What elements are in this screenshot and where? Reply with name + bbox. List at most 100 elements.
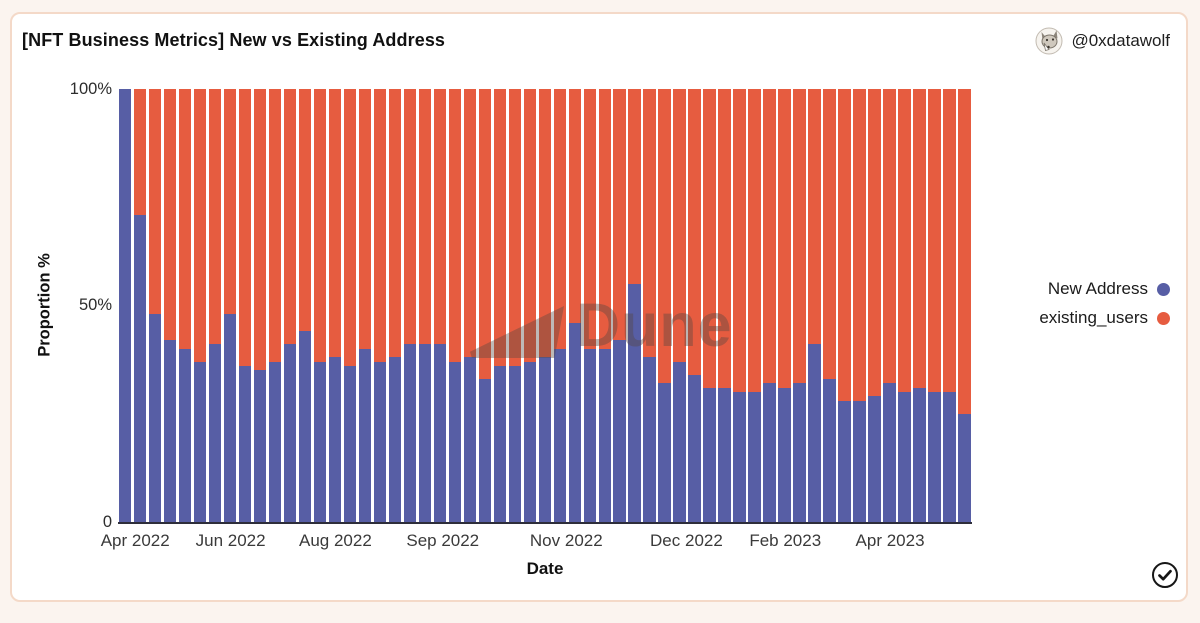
bar[interactable] xyxy=(448,89,462,522)
bar-segment-new-address[interactable] xyxy=(718,387,731,522)
bar[interactable] xyxy=(193,89,207,522)
bar-segment-existing-users[interactable] xyxy=(688,89,701,375)
bar[interactable] xyxy=(763,89,776,522)
bar-segment-new-address[interactable] xyxy=(688,374,701,522)
bar-segment-existing-users[interactable] xyxy=(433,89,447,345)
bar[interactable] xyxy=(673,89,686,522)
bar-segment-new-address[interactable] xyxy=(838,400,851,522)
bar[interactable] xyxy=(298,89,312,522)
bar-segment-existing-users[interactable] xyxy=(523,89,537,362)
bar-segment-new-address[interactable] xyxy=(868,396,881,522)
bar[interactable] xyxy=(119,89,132,522)
bar-segment-existing-users[interactable] xyxy=(508,89,522,367)
bar[interactable] xyxy=(253,89,267,522)
bar-segment-new-address[interactable] xyxy=(913,387,926,522)
bar[interactable] xyxy=(493,89,507,522)
bar[interactable] xyxy=(328,89,342,522)
bar-segment-existing-users[interactable] xyxy=(148,89,162,315)
bar-segment-new-address[interactable] xyxy=(298,331,312,522)
bar-segment-existing-users[interactable] xyxy=(268,89,282,362)
bar-segment-new-address[interactable] xyxy=(703,387,716,522)
bar-segment-existing-users[interactable] xyxy=(823,89,836,380)
bar-segment-new-address[interactable] xyxy=(808,344,821,522)
bar[interactable] xyxy=(358,89,372,522)
bar-segment-existing-users[interactable] xyxy=(733,89,746,393)
bar-segment-new-address[interactable] xyxy=(238,366,252,522)
bar[interactable] xyxy=(898,89,911,522)
bar-segment-new-address[interactable] xyxy=(328,357,342,522)
bar[interactable] xyxy=(718,89,731,522)
bar-segment-existing-users[interactable] xyxy=(793,89,806,384)
bar-segment-existing-users[interactable] xyxy=(958,89,971,414)
bar[interactable] xyxy=(463,89,477,522)
bar-segment-new-address[interactable] xyxy=(268,361,282,522)
bar-segment-new-address[interactable] xyxy=(523,361,537,522)
bar-segment-new-address[interactable] xyxy=(448,361,462,522)
bar-segment-new-address[interactable] xyxy=(583,348,596,522)
bar-segment-existing-users[interactable] xyxy=(253,89,267,371)
bar-segment-new-address[interactable] xyxy=(613,340,626,522)
legend-item-existing-users[interactable]: existing_users xyxy=(1039,308,1170,328)
bar-segment-new-address[interactable] xyxy=(478,379,492,522)
bar-segment-new-address[interactable] xyxy=(763,383,776,522)
bar-segment-new-address[interactable] xyxy=(418,344,432,522)
bar[interactable] xyxy=(853,89,866,522)
bar-segment-new-address[interactable] xyxy=(163,340,177,522)
bar-segment-new-address[interactable] xyxy=(403,344,417,522)
bar-segment-existing-users[interactable] xyxy=(133,89,147,215)
bar[interactable] xyxy=(208,89,222,522)
bar-segment-existing-users[interactable] xyxy=(223,89,237,315)
bar-segment-new-address[interactable] xyxy=(253,370,267,522)
bar-segment-existing-users[interactable] xyxy=(643,89,656,358)
bar-segment-new-address[interactable] xyxy=(883,383,896,522)
bar[interactable] xyxy=(838,89,851,522)
bar-segment-new-address[interactable] xyxy=(208,344,222,522)
bar-segment-existing-users[interactable] xyxy=(448,89,462,362)
bar-segment-new-address[interactable] xyxy=(628,283,641,522)
bar-segment-existing-users[interactable] xyxy=(283,89,297,345)
author-badge[interactable]: @0xdatawolf xyxy=(1035,27,1170,55)
bar[interactable] xyxy=(268,89,282,522)
bar-segment-existing-users[interactable] xyxy=(628,89,641,284)
bar-segment-existing-users[interactable] xyxy=(718,89,731,388)
bar-segment-new-address[interactable] xyxy=(223,314,237,522)
bar-segment-existing-users[interactable] xyxy=(343,89,357,367)
bar[interactable] xyxy=(433,89,447,522)
bar-segment-existing-users[interactable] xyxy=(703,89,716,388)
bar-segment-existing-users[interactable] xyxy=(613,89,626,341)
bar[interactable] xyxy=(313,89,327,522)
bar-segment-new-address[interactable] xyxy=(928,392,941,522)
bar[interactable] xyxy=(643,89,656,522)
bar-segment-existing-users[interactable] xyxy=(463,89,477,358)
bar-segment-new-address[interactable] xyxy=(133,214,147,522)
bar-segment-new-address[interactable] xyxy=(823,379,836,522)
bar-segment-existing-users[interactable] xyxy=(673,89,686,362)
bar-segment-existing-users[interactable] xyxy=(313,89,327,362)
bar[interactable] xyxy=(703,89,716,522)
bar[interactable] xyxy=(928,89,941,522)
bar-segment-new-address[interactable] xyxy=(463,357,477,522)
bar[interactable] xyxy=(478,89,492,522)
bar-segment-existing-users[interactable] xyxy=(538,89,552,358)
bar-segment-existing-users[interactable] xyxy=(763,89,776,384)
bar-segment-existing-users[interactable] xyxy=(853,89,866,401)
bar-segment-existing-users[interactable] xyxy=(328,89,342,358)
bar[interactable] xyxy=(568,89,582,522)
bar-segment-existing-users[interactable] xyxy=(208,89,222,345)
bar-segment-existing-users[interactable] xyxy=(163,89,177,341)
bar[interactable] xyxy=(553,89,567,522)
bar-segment-new-address[interactable] xyxy=(343,366,357,522)
bar[interactable] xyxy=(343,89,357,522)
bar-segment-new-address[interactable] xyxy=(853,400,866,522)
bar-segment-new-address[interactable] xyxy=(178,348,192,522)
bar[interactable] xyxy=(958,89,971,522)
bar-segment-new-address[interactable] xyxy=(433,344,447,522)
bar-segment-new-address[interactable] xyxy=(598,348,611,522)
bar[interactable] xyxy=(238,89,252,522)
bar[interactable] xyxy=(748,89,761,522)
bar[interactable] xyxy=(613,89,626,522)
bar-segment-new-address[interactable] xyxy=(733,392,746,522)
bar[interactable] xyxy=(628,89,641,522)
bar[interactable] xyxy=(148,89,162,522)
bar-segment-new-address[interactable] xyxy=(148,314,162,522)
